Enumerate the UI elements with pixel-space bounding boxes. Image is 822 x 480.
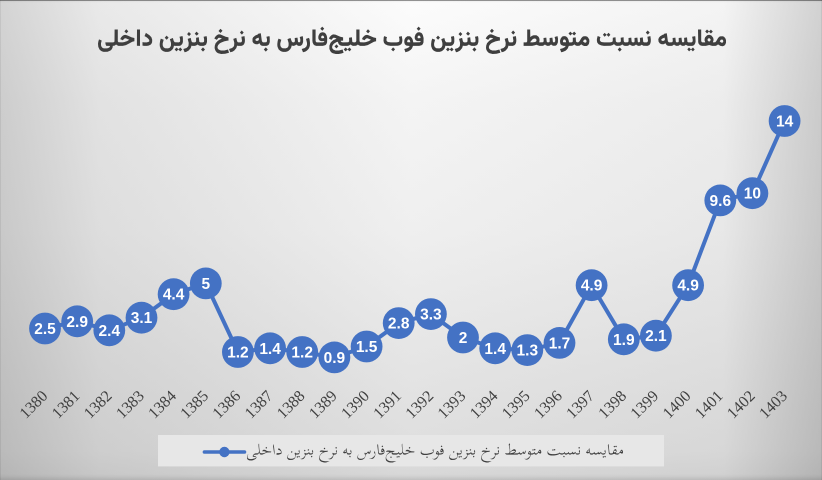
svg-text:1392: 1392	[403, 388, 438, 423]
svg-text:1385: 1385	[177, 388, 212, 423]
svg-text:1401: 1401	[692, 388, 727, 423]
svg-text:1391: 1391	[370, 388, 405, 423]
svg-text:1.4: 1.4	[484, 341, 506, 358]
svg-text:3.1: 3.1	[131, 310, 153, 327]
svg-text:10: 10	[744, 186, 761, 203]
svg-text:1.4: 1.4	[259, 341, 281, 358]
svg-text:2.9: 2.9	[66, 314, 88, 331]
svg-text:1381: 1381	[49, 388, 84, 423]
svg-text:1398: 1398	[595, 388, 630, 423]
svg-text:4.4: 4.4	[163, 287, 185, 304]
svg-text:9.6: 9.6	[710, 193, 732, 210]
svg-text:5: 5	[201, 276, 210, 293]
svg-text:4.9: 4.9	[677, 278, 699, 295]
svg-text:1396: 1396	[531, 388, 566, 423]
svg-text:1382: 1382	[81, 388, 116, 423]
svg-text:1387: 1387	[242, 388, 277, 423]
svg-text:1394: 1394	[467, 388, 502, 423]
svg-text:0.9: 0.9	[324, 350, 346, 367]
svg-text:1.2: 1.2	[227, 345, 249, 362]
svg-text:1403: 1403	[756, 388, 791, 423]
svg-text:1393: 1393	[435, 388, 470, 423]
svg-text:1389: 1389	[306, 388, 341, 423]
svg-text:2.4: 2.4	[99, 323, 121, 340]
svg-text:2: 2	[459, 330, 468, 347]
svg-text:1.7: 1.7	[549, 335, 571, 352]
svg-text:2.8: 2.8	[388, 316, 410, 333]
svg-text:14: 14	[776, 114, 794, 131]
svg-text:1390: 1390	[338, 388, 373, 423]
svg-text:4.9: 4.9	[581, 278, 603, 295]
svg-text:1380: 1380	[17, 388, 52, 423]
svg-text:1388: 1388	[274, 388, 309, 423]
svg-text:1383: 1383	[113, 388, 148, 423]
svg-text:1.5: 1.5	[356, 339, 378, 356]
svg-text:1400: 1400	[660, 388, 695, 423]
svg-text:1399: 1399	[628, 388, 663, 423]
svg-text:2.5: 2.5	[34, 321, 56, 338]
svg-text:1402: 1402	[724, 388, 759, 423]
svg-text:1.3: 1.3	[517, 343, 539, 360]
svg-text:1395: 1395	[499, 388, 534, 423]
svg-text:3.3: 3.3	[420, 307, 442, 324]
svg-text:1384: 1384	[145, 388, 180, 423]
svg-text:2.1: 2.1	[645, 328, 667, 345]
svg-text:1.9: 1.9	[613, 332, 635, 349]
svg-text:1.2: 1.2	[291, 345, 313, 362]
svg-text:1397: 1397	[563, 388, 598, 423]
svg-text:1386: 1386	[210, 388, 245, 423]
